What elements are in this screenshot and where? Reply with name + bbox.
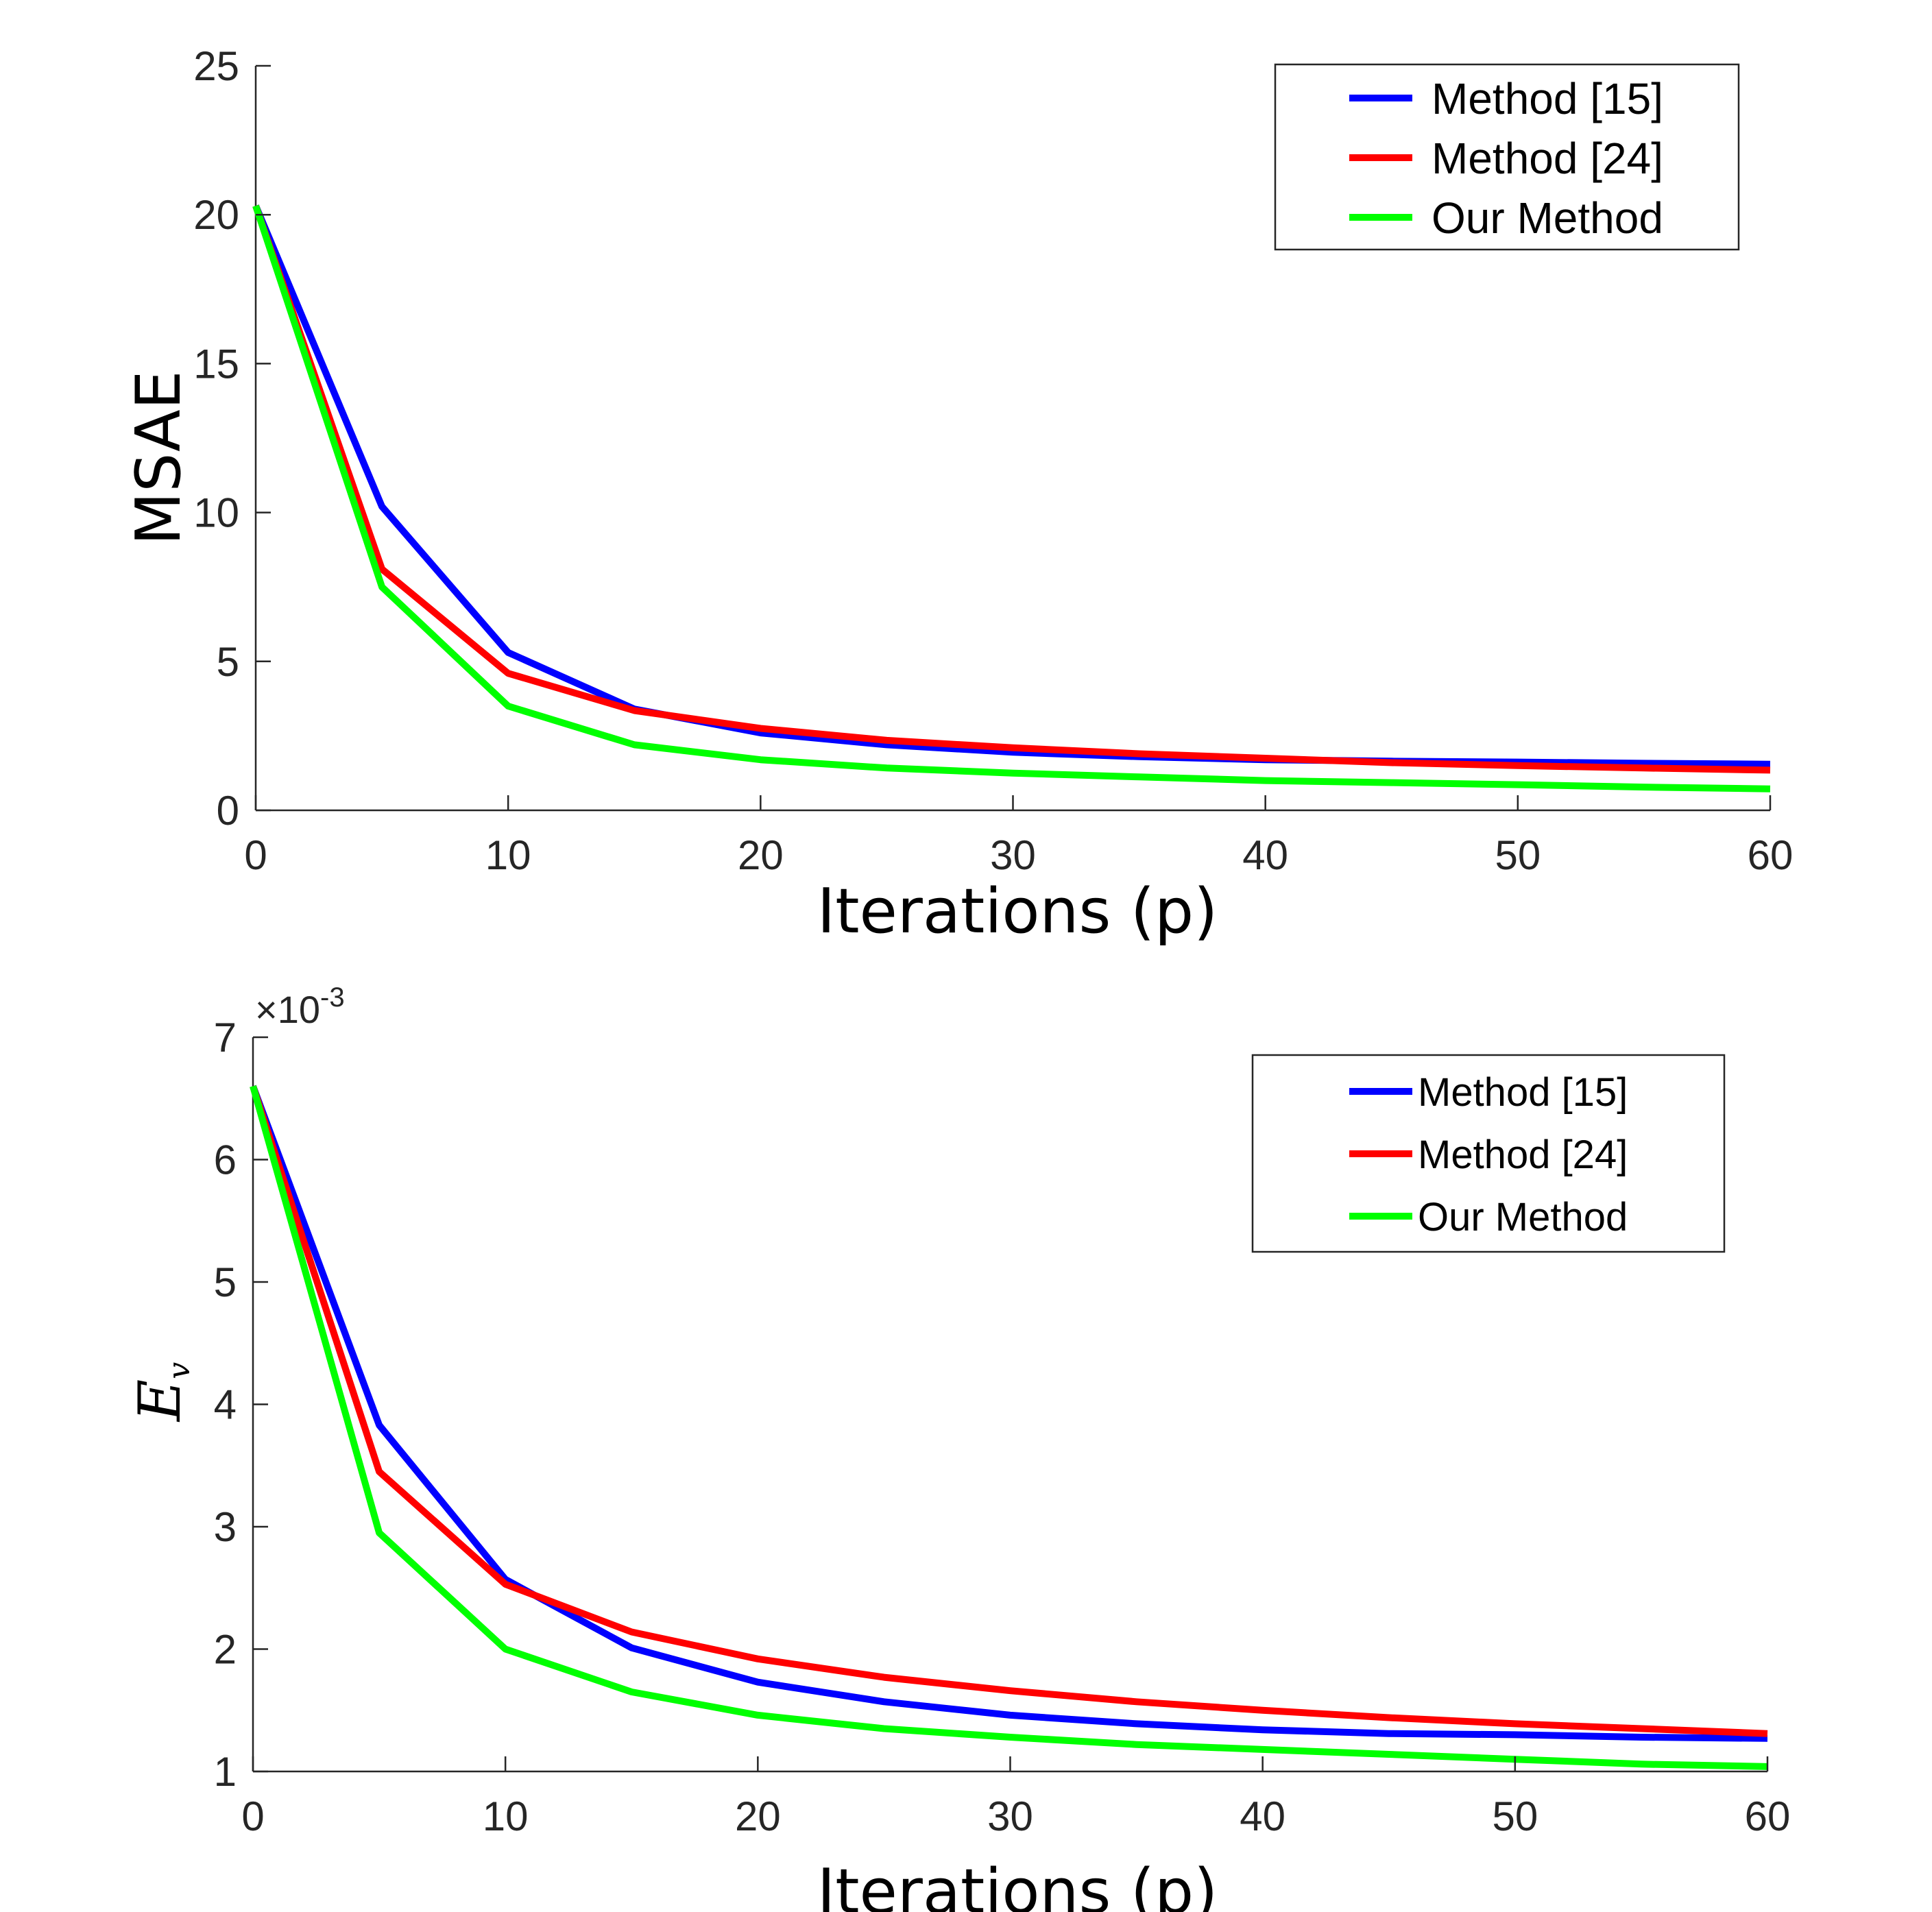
ev-y-tick-label: 4	[214, 1382, 237, 1428]
ev-legend: Method [15] Method [24] Our Method	[1251, 1054, 1726, 1253]
ev-y-tick-label: 2	[214, 1627, 237, 1673]
msae-y-tick-label: 20	[193, 192, 239, 238]
msae-x-tick-label: 30	[990, 832, 1036, 878]
ev-line-method-24	[250, 1085, 1768, 1737]
ev-legend-label-our-method: Our Method	[1418, 1195, 1628, 1239]
ev-x-axis-label: Iterations (p)	[817, 1856, 1218, 1912]
ev-x-tick-label: 30	[987, 1793, 1033, 1839]
msae-legend: Method [15] Method [24] Our Method	[1274, 63, 1740, 251]
ev-y-axis-label-group: Ev	[126, 1362, 197, 1423]
ev-y-tick-label: 7	[214, 1015, 237, 1061]
msae-y-axis-label: MSAE	[123, 371, 195, 546]
msae-y-tick-label: 15	[193, 341, 239, 387]
ev-line-method-15	[250, 1085, 1768, 1742]
ev-legend-label-method-24: Method [24]	[1418, 1133, 1628, 1177]
msae-y-tick-label: 5	[217, 639, 239, 685]
msae-ticks: 0 10 20 30 40 50 60 0 5 10 15 20 25	[193, 43, 1793, 878]
ev-chart: 0 10 20 30 40 50 60 1 2 3 4 5 6 7 ×10-3 Iterations (p…	[126, 982, 1790, 1912]
msae-line-our-method	[252, 204, 1771, 792]
ev-y-tick-label: 1	[214, 1749, 237, 1795]
ev-x-tick-label: 10	[483, 1793, 529, 1839]
ev-x-tick-label: 50	[1492, 1793, 1538, 1839]
msae-y-tick-label: 25	[193, 43, 239, 89]
ev-legend-box	[1251, 1054, 1726, 1253]
ev-x-tick-label: 0	[241, 1793, 264, 1839]
msae-y-tick-label: 0	[217, 788, 239, 834]
msae-line-method-15	[252, 204, 1771, 768]
msae-x-axis-label: Iterations (p)	[817, 875, 1218, 947]
ev-legend-label-method-15: Method [15]	[1418, 1070, 1628, 1115]
msae-legend-label-method-24: Method [24]	[1432, 134, 1663, 183]
ev-y-tick-label: 6	[214, 1137, 237, 1183]
ev-axis-exponent: ×10-3	[255, 982, 345, 1031]
ev-x-tick-label: 20	[735, 1793, 781, 1839]
msae-x-tick-label: 50	[1495, 832, 1541, 878]
msae-line-method-24	[252, 204, 1771, 774]
ev-x-tick-label: 40	[1240, 1793, 1285, 1839]
ev-y-tick-label: 3	[214, 1504, 237, 1550]
msae-x-tick-label: 20	[738, 832, 784, 878]
ev-x-tick-label: 60	[1745, 1793, 1791, 1839]
msae-legend-label-our-method: Our Method	[1432, 193, 1663, 243]
msae-x-tick-label: 60	[1748, 832, 1794, 878]
msae-legend-label-method-15: Method [15]	[1432, 74, 1663, 123]
msae-x-tick-label: 10	[485, 832, 531, 878]
msae-x-tick-label: 0	[244, 832, 267, 878]
msae-x-tick-label: 40	[1242, 832, 1288, 878]
ev-ticks: 0 10 20 30 40 50 60 1 2 3 4 5 6 7	[214, 1015, 1791, 1839]
ev-y-tick-label: 5	[214, 1259, 237, 1305]
msae-chart: 0 10 20 30 40 50 60 0 5 10 15 20 25 Iterations (p) M…	[123, 43, 1793, 947]
msae-series-lines	[252, 204, 1771, 792]
msae-y-tick-label: 10	[193, 490, 239, 536]
ev-y-axis-label: Ev	[126, 1362, 197, 1423]
